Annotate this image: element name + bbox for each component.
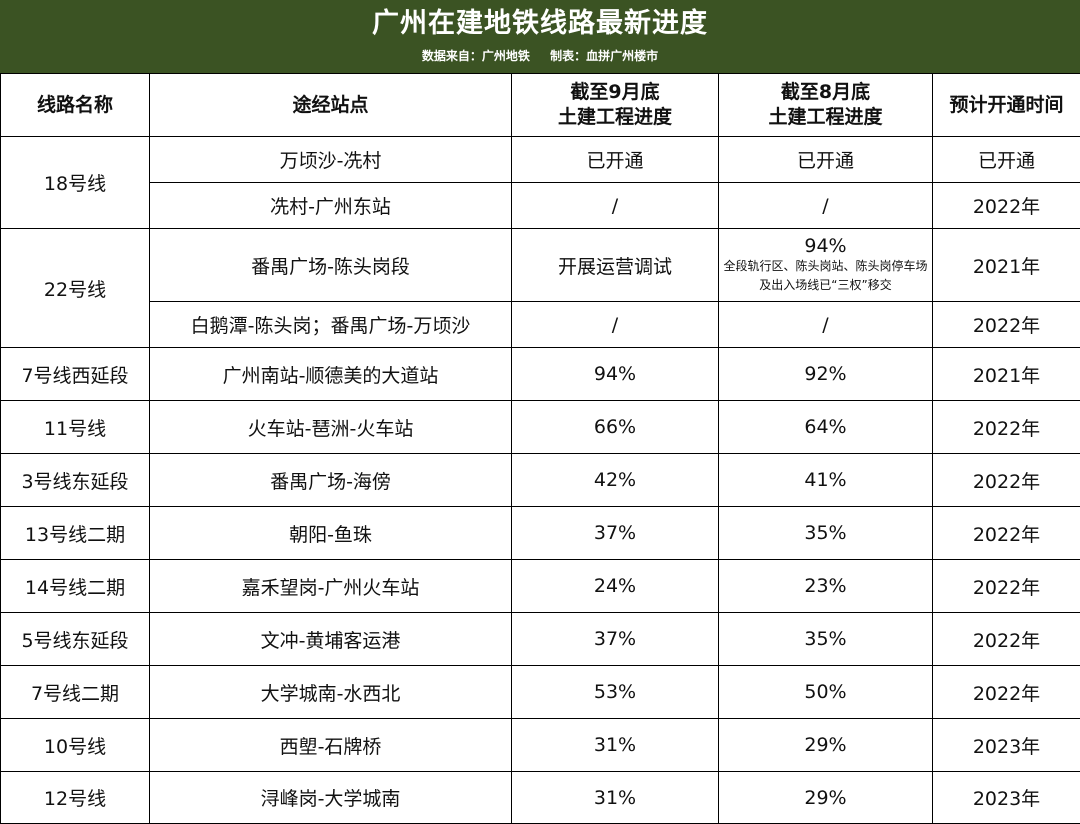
open-time: 2022年 [933,613,1080,666]
open-time: 2023年 [933,719,1080,772]
table-row: 7号线西延段 广州南站-顺德美的大道站 94% 92% 2021年 [1,348,1080,401]
progress-table: 线路名称 途经站点 截至9月底 土建工程进度 截至8月底 土建工程进度 预计开通… [0,73,1080,824]
open-time: 2022年 [933,666,1080,719]
line-name: 11号线 [1,401,150,454]
table-row: 冼村-广州东站 / / 2022年 [1,183,1080,229]
aug-progress: 50% [719,666,933,719]
line-name: 14号线二期 [1,560,150,613]
open-time: 2022年 [933,302,1080,348]
subtitle: 数据来自：广州地铁 制表：血拼广州楼市 [0,48,1080,64]
sep-progress: 66% [512,401,719,454]
header-aug-line1: 截至8月底 [781,81,870,103]
line-name: 12号线 [1,772,150,824]
header-aug-progress: 截至8月底 土建工程进度 [719,74,933,137]
header-open-time: 预计开通时间 [933,74,1080,137]
sep-progress: 24% [512,560,719,613]
aug-progress: / [719,183,933,229]
aug-progress: 23% [719,560,933,613]
line-name: 18号线 [1,137,150,229]
source-note: 数据来自：广州地铁 [422,49,530,63]
sep-progress: 94% [512,348,719,401]
table-row: 18号线 万顷沙-冼村 已开通 已开通 已开通 [1,137,1080,183]
sep-progress: 31% [512,719,719,772]
sep-progress: / [512,183,719,229]
table-row: 13号线二期 朝阳-鱼珠 37% 35% 2022年 [1,507,1080,560]
table-row: 白鹅潭-陈头岗；番禺广场-万顷沙 / / 2022年 [1,302,1080,348]
open-time: 2023年 [933,772,1080,824]
table-row: 5号线东延段 文冲-黄埔客运港 37% 35% 2022年 [1,613,1080,666]
open-time: 2022年 [933,560,1080,613]
stations: 嘉禾望岗-广州火车站 [150,560,512,613]
stations: 文冲-黄埔客运港 [150,613,512,666]
open-time: 2021年 [933,348,1080,401]
aug-progress: 35% [719,507,933,560]
table-row: 11号线 火车站-琶洲-火车站 66% 64% 2022年 [1,401,1080,454]
open-time: 2022年 [933,507,1080,560]
table-row: 22号线 番禺广场-陈头岗段 开展运营调试 94% 全段轨行区、陈头岗站、陈头岗… [1,229,1080,302]
line-name: 22号线 [1,229,150,348]
page-title: 广州在建地铁线路最新进度 [0,6,1080,42]
table-row: 3号线东延段 番禺广场-海傍 42% 41% 2022年 [1,454,1080,507]
table-row: 14号线二期 嘉禾望岗-广州火车站 24% 23% 2022年 [1,560,1080,613]
aug-progress: 29% [719,772,933,824]
line-name: 13号线二期 [1,507,150,560]
sep-progress: 已开通 [512,137,719,183]
stations: 白鹅潭-陈头岗；番禺广场-万顷沙 [150,302,512,348]
stations: 广州南站-顺德美的大道站 [150,348,512,401]
sep-progress: 37% [512,507,719,560]
aug-progress-value: 94% [719,235,932,257]
stations: 冼村-广州东站 [150,183,512,229]
stations: 西塱-石牌桥 [150,719,512,772]
stations: 火车站-琶洲-火车站 [150,401,512,454]
table-row: 12号线 浔峰岗-大学城南 31% 29% 2023年 [1,772,1080,824]
header-aug-line2: 土建工程进度 [768,106,882,128]
aug-progress-note: 全段轨行区、陈头岗站、陈头岗停车场及出入场线已“三权”移交 [719,257,932,295]
stations: 朝阳-鱼珠 [150,507,512,560]
table-header-row: 线路名称 途经站点 截至9月底 土建工程进度 截至8月底 土建工程进度 预计开通… [1,74,1080,137]
aug-progress: 29% [719,719,933,772]
header-banner: 广州在建地铁线路最新进度 数据来自：广州地铁 制表：血拼广州楼市 [0,0,1080,73]
sep-progress: 31% [512,772,719,824]
aug-progress: 41% [719,454,933,507]
stations: 浔峰岗-大学城南 [150,772,512,824]
header-line-name: 线路名称 [1,74,150,137]
line-name: 7号线西延段 [1,348,150,401]
maker-note: 制表：血拼广州楼市 [550,49,658,63]
sep-progress: 开展运营调试 [512,229,719,302]
header-sep-progress: 截至9月底 土建工程进度 [512,74,719,137]
sep-progress: 53% [512,666,719,719]
aug-progress: 64% [719,401,933,454]
open-time: 2021年 [933,229,1080,302]
aug-progress: / [719,302,933,348]
open-time: 2022年 [933,401,1080,454]
aug-progress: 92% [719,348,933,401]
line-name: 5号线东延段 [1,613,150,666]
line-name: 7号线二期 [1,666,150,719]
header-sep-line2: 土建工程进度 [558,106,672,128]
stations: 番禺广场-陈头岗段 [150,229,512,302]
sep-progress: 42% [512,454,719,507]
stations: 番禺广场-海傍 [150,454,512,507]
aug-progress: 已开通 [719,137,933,183]
line-name: 3号线东延段 [1,454,150,507]
line-name: 10号线 [1,719,150,772]
sep-progress: / [512,302,719,348]
open-time: 2022年 [933,183,1080,229]
aug-progress: 35% [719,613,933,666]
open-time: 2022年 [933,454,1080,507]
table-row: 10号线 西塱-石牌桥 31% 29% 2023年 [1,719,1080,772]
open-time: 已开通 [933,137,1080,183]
stations: 大学城南-水西北 [150,666,512,719]
sep-progress: 37% [512,613,719,666]
aug-progress: 94% 全段轨行区、陈头岗站、陈头岗停车场及出入场线已“三权”移交 [719,229,933,302]
table-row: 7号线二期 大学城南-水西北 53% 50% 2022年 [1,666,1080,719]
header-stations: 途经站点 [150,74,512,137]
stations: 万顷沙-冼村 [150,137,512,183]
header-sep-line1: 截至9月底 [570,81,659,103]
